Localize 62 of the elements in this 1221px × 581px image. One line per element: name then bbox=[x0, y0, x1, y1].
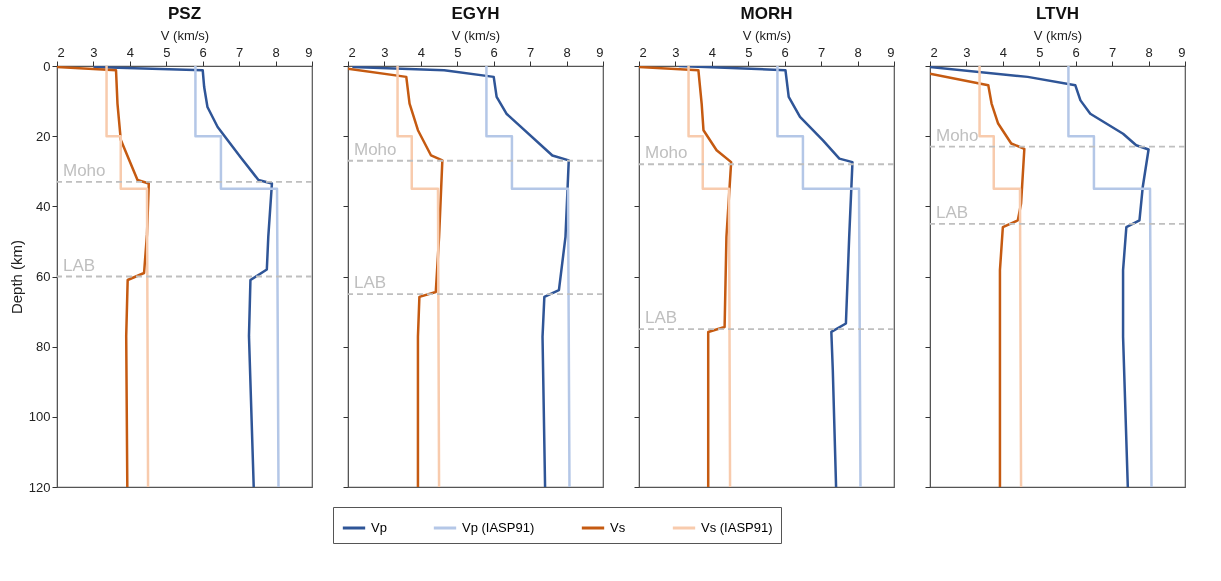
legend-label: Vs bbox=[610, 520, 626, 535]
y-tick-label: 20 bbox=[36, 128, 51, 144]
x-tick-label: 6 bbox=[490, 44, 498, 60]
ref-line-label: LAB bbox=[63, 255, 96, 275]
ref-line-label: Moho bbox=[645, 143, 688, 163]
legend-label: Vp bbox=[371, 520, 387, 535]
line-series bbox=[105, 66, 150, 487]
x-tick-label: 9 bbox=[305, 44, 313, 60]
y-axis-title: Depth (km) bbox=[7, 239, 25, 315]
x-axis-title: V (km/s) bbox=[160, 27, 210, 43]
x-tick-label: 8 bbox=[563, 44, 571, 60]
x-tick-label: 4 bbox=[126, 44, 134, 60]
y-tick-label: 60 bbox=[36, 269, 51, 284]
x-tick-label: 7 bbox=[236, 44, 244, 60]
x-tick-label: 7 bbox=[527, 44, 535, 60]
legend-label: Vp (IASP91) bbox=[462, 520, 535, 535]
x-tick-label: 3 bbox=[963, 44, 971, 60]
legend-label: Vs (IASP91) bbox=[701, 520, 773, 535]
x-tick-label: 9 bbox=[596, 44, 604, 60]
ref-line-label: LAB bbox=[645, 308, 678, 328]
chart-title: LTVH bbox=[1035, 4, 1080, 23]
x-tick-label: 6 bbox=[781, 44, 789, 60]
x-tick-label: 5 bbox=[163, 44, 171, 60]
x-tick-label: 5 bbox=[454, 44, 462, 60]
y-tick-label: 40 bbox=[36, 198, 51, 214]
ref-line-label: LAB bbox=[354, 273, 387, 293]
ref-line-label: Moho bbox=[936, 125, 979, 145]
ref-line-label: Moho bbox=[63, 160, 106, 180]
x-axis-title: V (km/s) bbox=[1033, 27, 1083, 43]
x-tick-label: 4 bbox=[417, 44, 425, 60]
x-tick-label: 6 bbox=[199, 44, 207, 60]
x-tick-label: 5 bbox=[1036, 44, 1044, 60]
y-tick-label: 0 bbox=[43, 58, 51, 74]
y-tick-label: 80 bbox=[36, 339, 51, 355]
x-tick-label: 8 bbox=[1145, 44, 1153, 60]
x-tick-label: 3 bbox=[672, 44, 680, 60]
x-tick-label: 9 bbox=[887, 44, 895, 60]
x-tick-label: 3 bbox=[90, 44, 98, 60]
x-tick-label: 3 bbox=[381, 44, 389, 60]
chart-title: EGYH bbox=[451, 4, 500, 23]
line-series bbox=[194, 66, 280, 487]
x-tick-label: 8 bbox=[272, 44, 280, 60]
ref-line-label: LAB bbox=[936, 202, 969, 222]
x-tick-label: 7 bbox=[1109, 44, 1117, 60]
x-tick-label: 2 bbox=[348, 44, 356, 60]
x-tick-label: 4 bbox=[999, 44, 1007, 60]
x-tick-label: 6 bbox=[1072, 44, 1080, 60]
ref-line-label: Moho bbox=[354, 139, 397, 159]
x-tick-label: 9 bbox=[1178, 44, 1186, 60]
x-tick-label: 2 bbox=[57, 44, 65, 60]
chart-title: MORH bbox=[740, 4, 793, 23]
x-tick-label: 2 bbox=[639, 44, 647, 60]
chart-title: PSZ bbox=[167, 4, 202, 23]
x-tick-label: 5 bbox=[745, 44, 753, 60]
y-tick-label: 120 bbox=[28, 479, 51, 495]
x-tick-label: 7 bbox=[818, 44, 826, 60]
x-axis-title: V (km/s) bbox=[451, 27, 501, 43]
x-axis-title: V (km/s) bbox=[742, 27, 792, 43]
x-tick-label: 4 bbox=[708, 44, 716, 60]
x-tick-label: 8 bbox=[854, 44, 862, 60]
x-tick-label: 2 bbox=[930, 44, 938, 60]
y-tick-label: 100 bbox=[28, 409, 51, 425]
